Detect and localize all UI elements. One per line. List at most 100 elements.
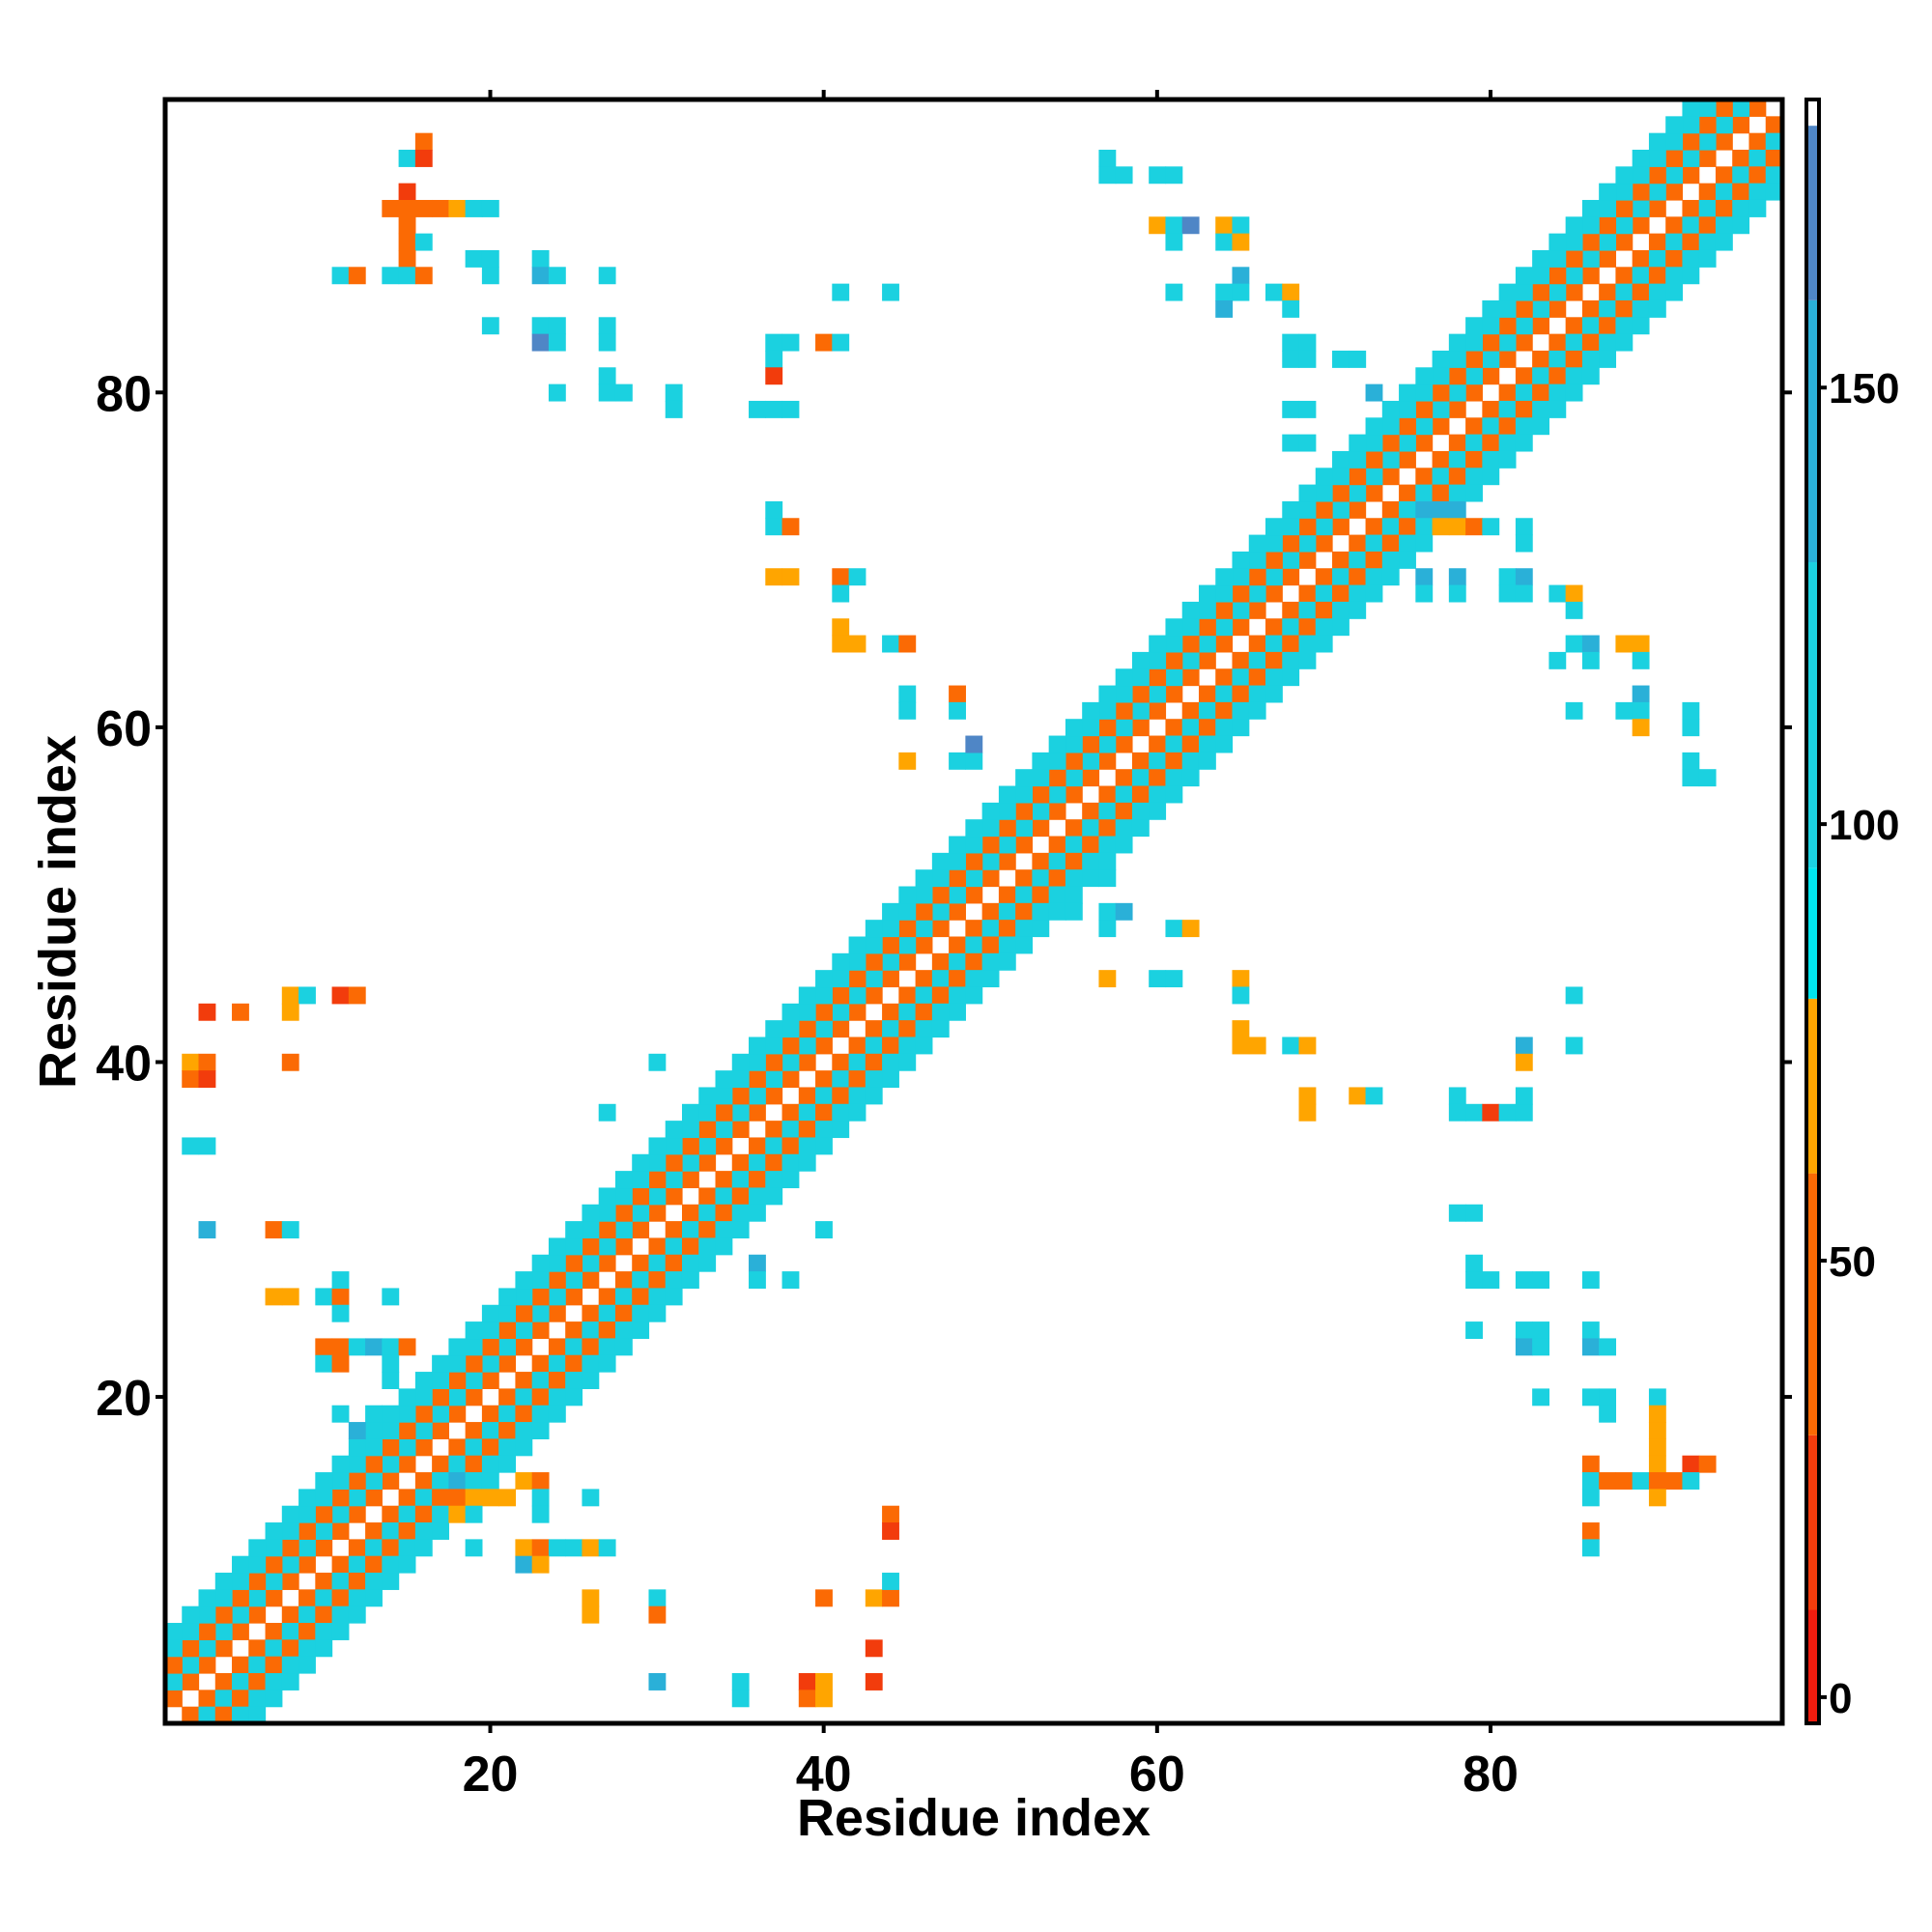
heatmap-cell <box>698 1121 717 1139</box>
heatmap-cell <box>1149 785 1167 804</box>
heatmap-cell <box>1399 434 1416 452</box>
heatmap-cell <box>365 1539 383 1557</box>
heatmap-cell <box>1315 484 1333 502</box>
heatmap-cell <box>781 568 800 586</box>
heatmap-cell <box>931 869 950 888</box>
heatmap-cell <box>1581 1455 1600 1473</box>
colorbar-segment <box>1806 126 1819 300</box>
heatmap-cell <box>1149 970 1167 988</box>
heatmap-cell <box>565 1221 583 1239</box>
heatmap-cell <box>182 1053 200 1071</box>
heatmap-cell <box>765 1171 783 1189</box>
heatmap-cell <box>398 1555 416 1574</box>
heatmap-cell <box>731 1087 750 1105</box>
heatmap-cell <box>515 1438 533 1457</box>
heatmap-cell <box>481 1338 499 1356</box>
heatmap-cell <box>798 1037 816 1055</box>
heatmap-cell <box>232 1673 249 1690</box>
heatmap-cell <box>1065 836 1083 854</box>
heatmap-cell <box>365 1489 383 1507</box>
heatmap-cell <box>414 1472 433 1490</box>
heatmap-cell <box>232 1605 249 1624</box>
heatmap-cell <box>998 920 1016 938</box>
colorbar-tick-label: 150 <box>1829 365 1899 412</box>
heatmap-cell <box>1349 350 1367 368</box>
heatmap-cell <box>815 1070 833 1089</box>
heatmap-cell <box>465 1472 483 1490</box>
heatmap-cell <box>949 836 966 854</box>
heatmap-cell <box>1515 584 1533 603</box>
heatmap-cell <box>232 1003 249 1021</box>
heatmap-cell <box>1665 283 1684 301</box>
x-tick-label: 20 <box>463 1747 519 1803</box>
heatmap-cell <box>1381 468 1400 486</box>
heatmap-cell <box>715 1171 733 1189</box>
heatmap-cell <box>1098 819 1117 838</box>
heatmap-cell <box>798 1673 816 1690</box>
heatmap-cell <box>798 1153 816 1172</box>
heatmap-cell <box>432 1455 449 1473</box>
heatmap-cell <box>1181 651 1200 669</box>
heatmap-cell <box>598 1103 616 1122</box>
heatmap-cell <box>1015 902 1033 921</box>
heatmap-cell <box>781 1103 800 1122</box>
heatmap-cell <box>865 1053 883 1071</box>
heatmap-cell <box>1165 970 1183 988</box>
heatmap-cell <box>1082 802 1100 820</box>
heatmap-cell <box>1298 635 1317 653</box>
heatmap-cell <box>1298 518 1317 536</box>
heatmap-cell <box>731 1187 750 1206</box>
heatmap-cell <box>949 752 966 770</box>
heatmap-cell <box>865 936 883 954</box>
heatmap-cell <box>1165 752 1183 770</box>
heatmap-cell <box>1548 400 1567 418</box>
heatmap-cell <box>1248 668 1266 687</box>
heatmap-cell <box>632 1288 650 1306</box>
heatmap-cell <box>665 384 683 402</box>
heatmap-cell <box>1332 518 1350 536</box>
heatmap-cell <box>598 384 616 402</box>
heatmap-cell <box>232 1623 249 1640</box>
heatmap-cell <box>1165 166 1183 185</box>
heatmap-cell <box>915 1003 933 1021</box>
heatmap-cell <box>1298 484 1317 502</box>
heatmap-cell <box>298 1522 316 1540</box>
heatmap-cell <box>931 886 950 904</box>
heatmap-cell <box>1565 986 1583 1005</box>
heatmap-cell <box>1082 869 1100 888</box>
heatmap-cell <box>715 1087 733 1105</box>
heatmap-cell <box>582 1589 600 1607</box>
heatmap-cell <box>1648 1438 1666 1457</box>
heatmap-cell <box>998 852 1016 870</box>
heatmap-cell <box>1665 233 1684 251</box>
heatmap-cell <box>331 1623 350 1640</box>
heatmap-cell <box>1381 500 1400 519</box>
heatmap-cell <box>331 1354 350 1373</box>
heatmap-cell <box>281 1003 299 1021</box>
heatmap-cell <box>1198 584 1216 603</box>
heatmap-cell <box>465 1539 483 1557</box>
heatmap-cell <box>548 384 566 402</box>
heatmap-cell <box>965 852 983 870</box>
heatmap-cell <box>214 1673 233 1690</box>
heatmap-cell <box>882 1003 899 1021</box>
heatmap-cell <box>1149 769 1167 787</box>
heatmap-cell <box>765 1187 783 1206</box>
heatmap-cell <box>1365 518 1383 536</box>
heatmap-cell <box>1048 852 1066 870</box>
heatmap-cell <box>698 1204 717 1222</box>
heatmap-cell <box>1765 183 1783 201</box>
heatmap-cell <box>1098 701 1117 720</box>
heatmap-cell <box>1732 183 1750 201</box>
heatmap-cell <box>1548 267 1567 285</box>
heatmap-cell <box>1682 166 1700 185</box>
heatmap-cell <box>781 333 800 352</box>
heatmap-cell <box>1232 618 1250 637</box>
heatmap-cell <box>598 367 616 385</box>
heatmap-cell <box>1665 267 1684 285</box>
heatmap-cell <box>498 1422 517 1439</box>
heatmap-cell <box>1115 166 1133 185</box>
heatmap-cell <box>1432 518 1450 536</box>
heatmap-cell <box>715 1103 733 1122</box>
heatmap-cell <box>1232 568 1250 586</box>
